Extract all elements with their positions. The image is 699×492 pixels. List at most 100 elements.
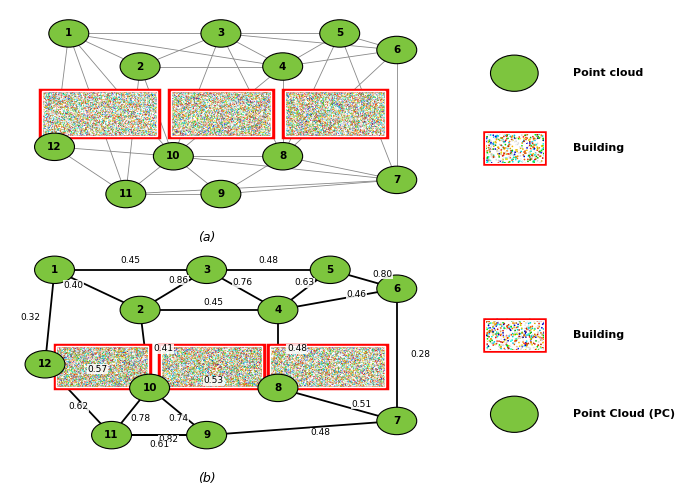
Point: [73, 365, 84, 373]
Point: [297, 341, 308, 349]
Point: [252, 90, 264, 98]
Point: [252, 367, 264, 374]
Point: [158, 346, 169, 354]
Point: [64, 345, 75, 353]
Point: [378, 377, 389, 385]
Point: [89, 105, 100, 113]
Point: [65, 360, 76, 368]
Point: [189, 367, 201, 375]
Point: [116, 343, 127, 351]
Point: [317, 92, 329, 100]
Point: [278, 379, 289, 387]
Point: [275, 346, 286, 354]
Point: [80, 355, 92, 363]
Point: [347, 369, 359, 376]
Point: [349, 372, 360, 380]
Point: [379, 108, 390, 116]
Point: [301, 126, 312, 134]
Point: [204, 124, 215, 132]
Point: [373, 363, 384, 370]
Point: [519, 323, 531, 331]
Point: [175, 129, 187, 137]
Point: [363, 89, 374, 96]
Point: [310, 89, 321, 96]
Point: [292, 344, 303, 352]
Point: [84, 345, 95, 353]
Point: [220, 360, 231, 368]
Point: [298, 100, 310, 108]
Point: [130, 133, 141, 141]
Point: [195, 90, 206, 97]
Point: [180, 117, 192, 125]
Point: [91, 374, 102, 382]
Point: [345, 372, 356, 380]
Point: [368, 116, 380, 123]
Point: [143, 130, 154, 138]
Point: [147, 128, 159, 136]
Point: [245, 125, 257, 133]
Point: [223, 380, 234, 388]
Point: [180, 353, 192, 361]
Point: [218, 106, 229, 114]
Point: [235, 110, 246, 118]
Point: [346, 370, 357, 378]
Point: [173, 107, 184, 115]
Point: [66, 373, 78, 381]
Point: [258, 98, 269, 106]
Point: [312, 96, 323, 104]
Point: [354, 348, 365, 356]
Point: [326, 361, 338, 369]
Point: [199, 102, 210, 110]
Point: [268, 347, 279, 355]
Point: [302, 119, 313, 126]
Point: [153, 90, 164, 97]
Point: [60, 96, 71, 104]
Point: [240, 129, 252, 137]
Point: [106, 343, 117, 351]
Point: [213, 89, 224, 96]
Point: [48, 119, 59, 127]
Point: [111, 381, 122, 389]
Point: [298, 92, 309, 99]
Point: [123, 370, 134, 378]
Point: [101, 359, 112, 367]
Point: [65, 354, 76, 362]
Point: [524, 156, 535, 164]
Point: [319, 379, 330, 387]
Point: [357, 363, 368, 371]
Point: [207, 113, 218, 121]
Point: [80, 129, 91, 137]
Point: [103, 368, 115, 376]
Point: [340, 119, 352, 127]
Point: [328, 113, 339, 121]
Point: [343, 359, 354, 367]
Point: [202, 92, 213, 100]
Point: [140, 129, 152, 137]
Point: [287, 345, 298, 353]
Point: [181, 130, 192, 138]
Point: [166, 132, 178, 140]
Point: [230, 354, 241, 362]
Point: [128, 377, 139, 385]
Point: [129, 365, 140, 373]
Point: [73, 100, 85, 108]
Point: [204, 362, 215, 370]
Point: [82, 355, 94, 363]
Point: [80, 95, 91, 103]
Point: [348, 349, 359, 357]
Point: [46, 129, 57, 137]
Point: [322, 113, 333, 121]
Point: [227, 94, 238, 102]
Point: [198, 125, 209, 133]
Point: [517, 142, 528, 150]
Point: [322, 374, 333, 382]
Point: [232, 354, 243, 362]
Point: [320, 344, 331, 352]
Point: [168, 379, 180, 387]
Point: [50, 342, 61, 350]
Point: [301, 358, 312, 366]
Point: [370, 368, 382, 376]
Point: [221, 102, 232, 110]
Point: [327, 353, 338, 361]
Point: [147, 100, 158, 108]
